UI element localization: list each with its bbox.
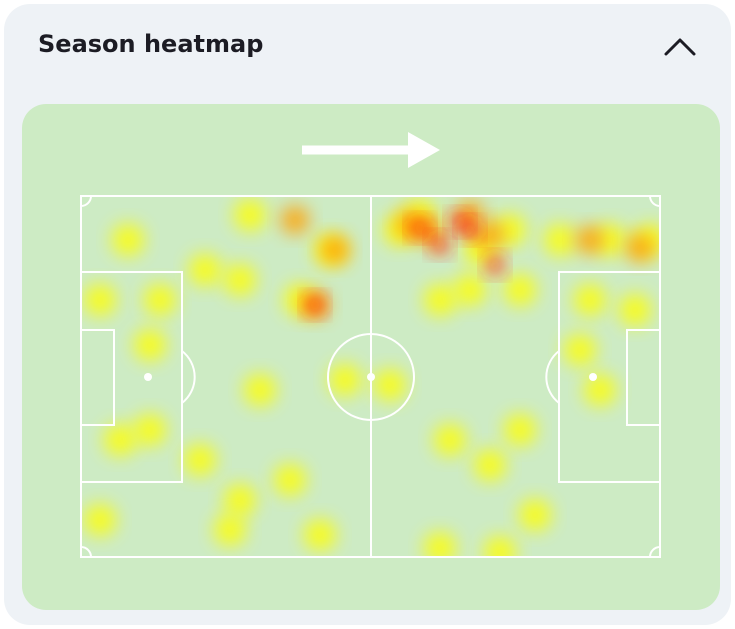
heat-blob bbox=[134, 414, 166, 446]
goal-box bbox=[626, 329, 661, 426]
heat-blob bbox=[584, 374, 616, 406]
heat-blob bbox=[434, 424, 466, 456]
heat-blob bbox=[224, 264, 256, 296]
heat-blob bbox=[564, 334, 596, 366]
heat-blob bbox=[576, 226, 604, 254]
heat-blob bbox=[574, 284, 606, 316]
heat-blob bbox=[224, 484, 256, 516]
heat-blob bbox=[424, 532, 456, 557]
heat-blob bbox=[594, 224, 626, 256]
heat-blob bbox=[274, 464, 306, 496]
heat-blob bbox=[519, 499, 551, 531]
arrow-head bbox=[408, 132, 440, 168]
heat-blob bbox=[144, 284, 176, 316]
heat-blob bbox=[244, 374, 276, 406]
direction-arrow bbox=[302, 132, 440, 168]
center-spot bbox=[367, 373, 375, 381]
heat-blob bbox=[104, 424, 136, 456]
heat-blob bbox=[619, 294, 651, 326]
chevron-icon[interactable] bbox=[664, 38, 696, 56]
heat-blob bbox=[424, 284, 456, 316]
heat-blob bbox=[304, 519, 336, 551]
heat-blob bbox=[626, 234, 654, 262]
penalty-arc bbox=[545, 350, 560, 404]
heat-blob bbox=[484, 536, 516, 557]
heat-blob bbox=[411, 219, 429, 237]
collapse-button[interactable] bbox=[660, 30, 700, 62]
heat-layer bbox=[84, 199, 660, 557]
heat-blob bbox=[461, 221, 479, 239]
heat-blob bbox=[84, 284, 116, 316]
goal-box bbox=[80, 329, 115, 426]
heat-blob bbox=[374, 369, 406, 401]
spots bbox=[144, 373, 597, 381]
heat-blob bbox=[486, 256, 504, 274]
penalty-spot bbox=[144, 373, 152, 381]
heat-blob bbox=[281, 206, 309, 234]
heat-blob bbox=[234, 199, 266, 231]
penalty-arc bbox=[181, 350, 196, 404]
heat-blob bbox=[544, 224, 576, 256]
heat-blob bbox=[504, 274, 536, 306]
heat-blob bbox=[474, 449, 506, 481]
heat-blob bbox=[134, 329, 166, 361]
heat-blob bbox=[84, 504, 116, 536]
penalty-spot bbox=[589, 373, 597, 381]
heat-blob bbox=[431, 236, 449, 254]
heat-blob bbox=[112, 224, 144, 256]
heat-blob bbox=[329, 364, 361, 396]
heat-blob bbox=[321, 236, 349, 264]
heat-blob bbox=[214, 514, 246, 546]
center-circle bbox=[327, 333, 415, 421]
heat-blob bbox=[504, 414, 536, 446]
heat-blob bbox=[476, 221, 504, 249]
heat-blob bbox=[306, 296, 324, 314]
card-title: Season heatmap bbox=[38, 30, 264, 58]
heat-blob bbox=[454, 274, 486, 306]
corner-arcs bbox=[80, 195, 661, 558]
heat-blob bbox=[184, 444, 216, 476]
heat-blob bbox=[189, 254, 221, 286]
